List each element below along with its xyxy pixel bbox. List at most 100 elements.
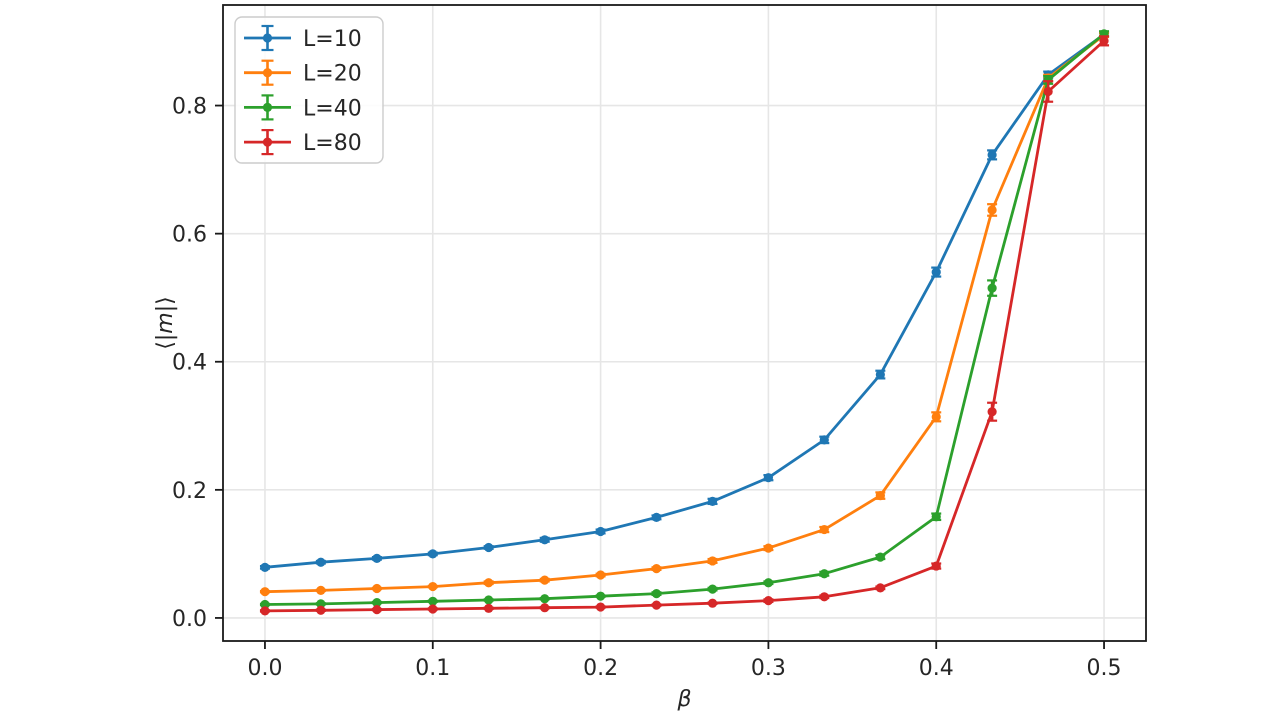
data-point [987,205,997,215]
errorbars-L10 [259,31,1110,570]
data-point [372,597,382,608]
x-axis: 0.0 0.1 0.2 0.3 0.4 0.5 [247,641,1122,681]
data-point [540,603,550,613]
y-tick-label: 0.0 [172,607,207,632]
data-point [651,564,662,574]
legend-label: L=80 [303,131,362,156]
data-point [987,150,997,160]
data-point [987,407,997,417]
data-point [763,543,774,553]
data-point [540,575,550,585]
data-point [1043,86,1053,97]
data-point [763,473,774,483]
series-L80 [259,35,1110,616]
data-point [428,596,438,606]
data-point [1099,36,1109,46]
data-point [540,594,550,604]
data-point [931,412,941,422]
y-tick-label: 0.6 [172,223,207,248]
y-tick-label: 0.8 [172,95,207,120]
data-point [372,605,382,615]
data-point [372,553,382,563]
x-axis-label: β [676,687,691,712]
y-tick-label: 0.2 [172,479,207,504]
x-tick-label: 0.5 [1087,656,1122,681]
y-axis: 0.0 0.2 0.4 0.6 0.8 [172,95,223,632]
data-point [931,512,941,522]
data-point [260,562,270,572]
errorbars-L80 [259,35,1110,613]
data-point [931,561,941,571]
data-point [316,557,326,567]
series-L20 [259,30,1110,597]
data-point [819,435,829,445]
data-point [875,491,885,501]
line-L80 [264,39,1105,613]
data-point [260,599,270,610]
legend-entry-L80: L=80 [244,129,362,156]
data-point [428,549,438,559]
data-point [484,578,494,588]
legend-marker [262,102,273,112]
data-point [595,526,606,537]
markers-L40 [260,29,1109,610]
legend-entry-L40: L=40 [244,94,362,121]
data-point [707,556,718,566]
line-L10 [264,33,1105,569]
data-point [875,369,885,380]
legend-label: L=20 [303,62,362,87]
legend: L=10 L=20 L=40 L=80 [234,16,384,164]
data-point [316,599,326,609]
legend-marker [262,33,273,43]
data-point [428,581,438,592]
data-point [707,496,718,506]
legend-box [234,16,384,164]
legend-marker [262,68,273,78]
x-tick-label: 0.4 [919,656,954,681]
series-L40 [259,29,1110,610]
legend-label: L=10 [303,27,362,52]
data-point [595,602,606,612]
y-axis-label: ⟨|m|⟩ [153,296,178,349]
legend-entry-L20: L=20 [244,59,362,87]
x-tick-label: 0.2 [583,656,618,681]
data-point [316,585,326,596]
x-tick-label: 0.0 [247,656,282,681]
data-point [484,595,494,605]
data-point [428,604,438,614]
data-point [875,552,885,562]
data-point [819,524,829,535]
data-point [819,592,829,602]
markers-L20 [260,30,1109,597]
x-tick-label: 0.1 [415,656,450,681]
y-tick-label: 0.4 [172,351,207,376]
data-point [316,605,326,615]
data-point [651,600,662,610]
data-point [595,570,606,580]
x-tick-label: 0.3 [751,656,786,681]
data-point [540,535,550,545]
data-point [931,267,941,277]
line-L20 [264,33,1105,594]
errorbars-L40 [259,30,1110,607]
plot-frame [222,4,1147,642]
line-L40 [264,32,1105,606]
data-point [707,584,718,594]
legend-label: L=40 [303,96,362,121]
data-point [707,598,718,608]
data-point [819,569,829,579]
data-point [260,606,270,616]
data-point [595,591,606,601]
markers-L80 [260,36,1109,616]
data-point [987,283,997,293]
data-point [875,583,885,593]
data-point [763,596,774,606]
data-point [651,589,662,599]
data-point [484,603,494,613]
data-point [372,583,382,594]
data-point [484,542,494,553]
data-point [763,578,774,588]
data-point [651,512,662,522]
